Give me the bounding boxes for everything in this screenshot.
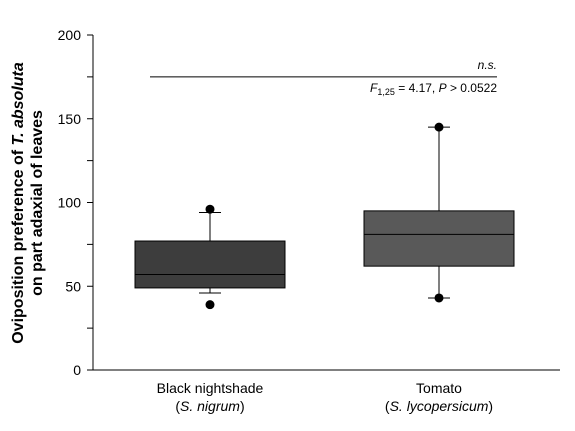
y-tick-label: 50 bbox=[65, 278, 81, 294]
y-axis-title-line2: on part adaxial of leaves bbox=[29, 110, 46, 296]
stat-rest: > 0.0522 bbox=[447, 81, 498, 95]
category-label-0: Black nightshade bbox=[157, 380, 264, 396]
significance-annotation: n.s. F1,25 = 4.17, P > 0.0522 bbox=[150, 58, 497, 97]
outlier-point bbox=[434, 122, 444, 132]
category-label-1: Tomato bbox=[416, 380, 462, 396]
x-category-labels: Black nightshade (S. nigrum) Tomato (S. … bbox=[157, 380, 493, 414]
category-sublabel-1-species: S. lycopersicum bbox=[390, 398, 489, 414]
y-tick-label: 150 bbox=[58, 111, 82, 127]
significance-label: n.s. bbox=[478, 58, 497, 72]
box-0 bbox=[134, 240, 286, 289]
y-tick-label: 100 bbox=[58, 195, 82, 211]
stat-df: 1,25 bbox=[377, 87, 395, 97]
outlier-point bbox=[205, 300, 215, 310]
stat-P: P bbox=[439, 81, 447, 95]
category-sublabel-0: (S. nigrum) bbox=[175, 398, 244, 414]
svg-text:Oviposition preference of T. a: Oviposition preference of T. absoluta bbox=[10, 62, 27, 344]
y-axis-title-species: T. absoluta bbox=[10, 62, 27, 145]
stat-result: F1,25 = 4.17, P > 0.0522 bbox=[370, 81, 497, 97]
boxes bbox=[134, 122, 515, 310]
outlier-point bbox=[434, 293, 444, 303]
y-ticks: 0 50 100 150 200 bbox=[58, 27, 93, 378]
y-axis-title: Oviposition preference of T. absoluta on… bbox=[10, 62, 46, 344]
category-sublabel-0-species: S. nigrum bbox=[180, 398, 240, 414]
y-axis-title-prefix: Oviposition preference of bbox=[10, 146, 27, 344]
outlier-point bbox=[205, 204, 215, 214]
y-tick-label: 200 bbox=[58, 27, 82, 43]
category-sublabel-1: (S. lycopersicum) bbox=[385, 398, 493, 414]
stat-eq: = 4.17, bbox=[395, 81, 439, 95]
stat-F: F bbox=[370, 81, 378, 95]
y-tick-label: 0 bbox=[73, 362, 81, 378]
box-1 bbox=[363, 210, 515, 267]
